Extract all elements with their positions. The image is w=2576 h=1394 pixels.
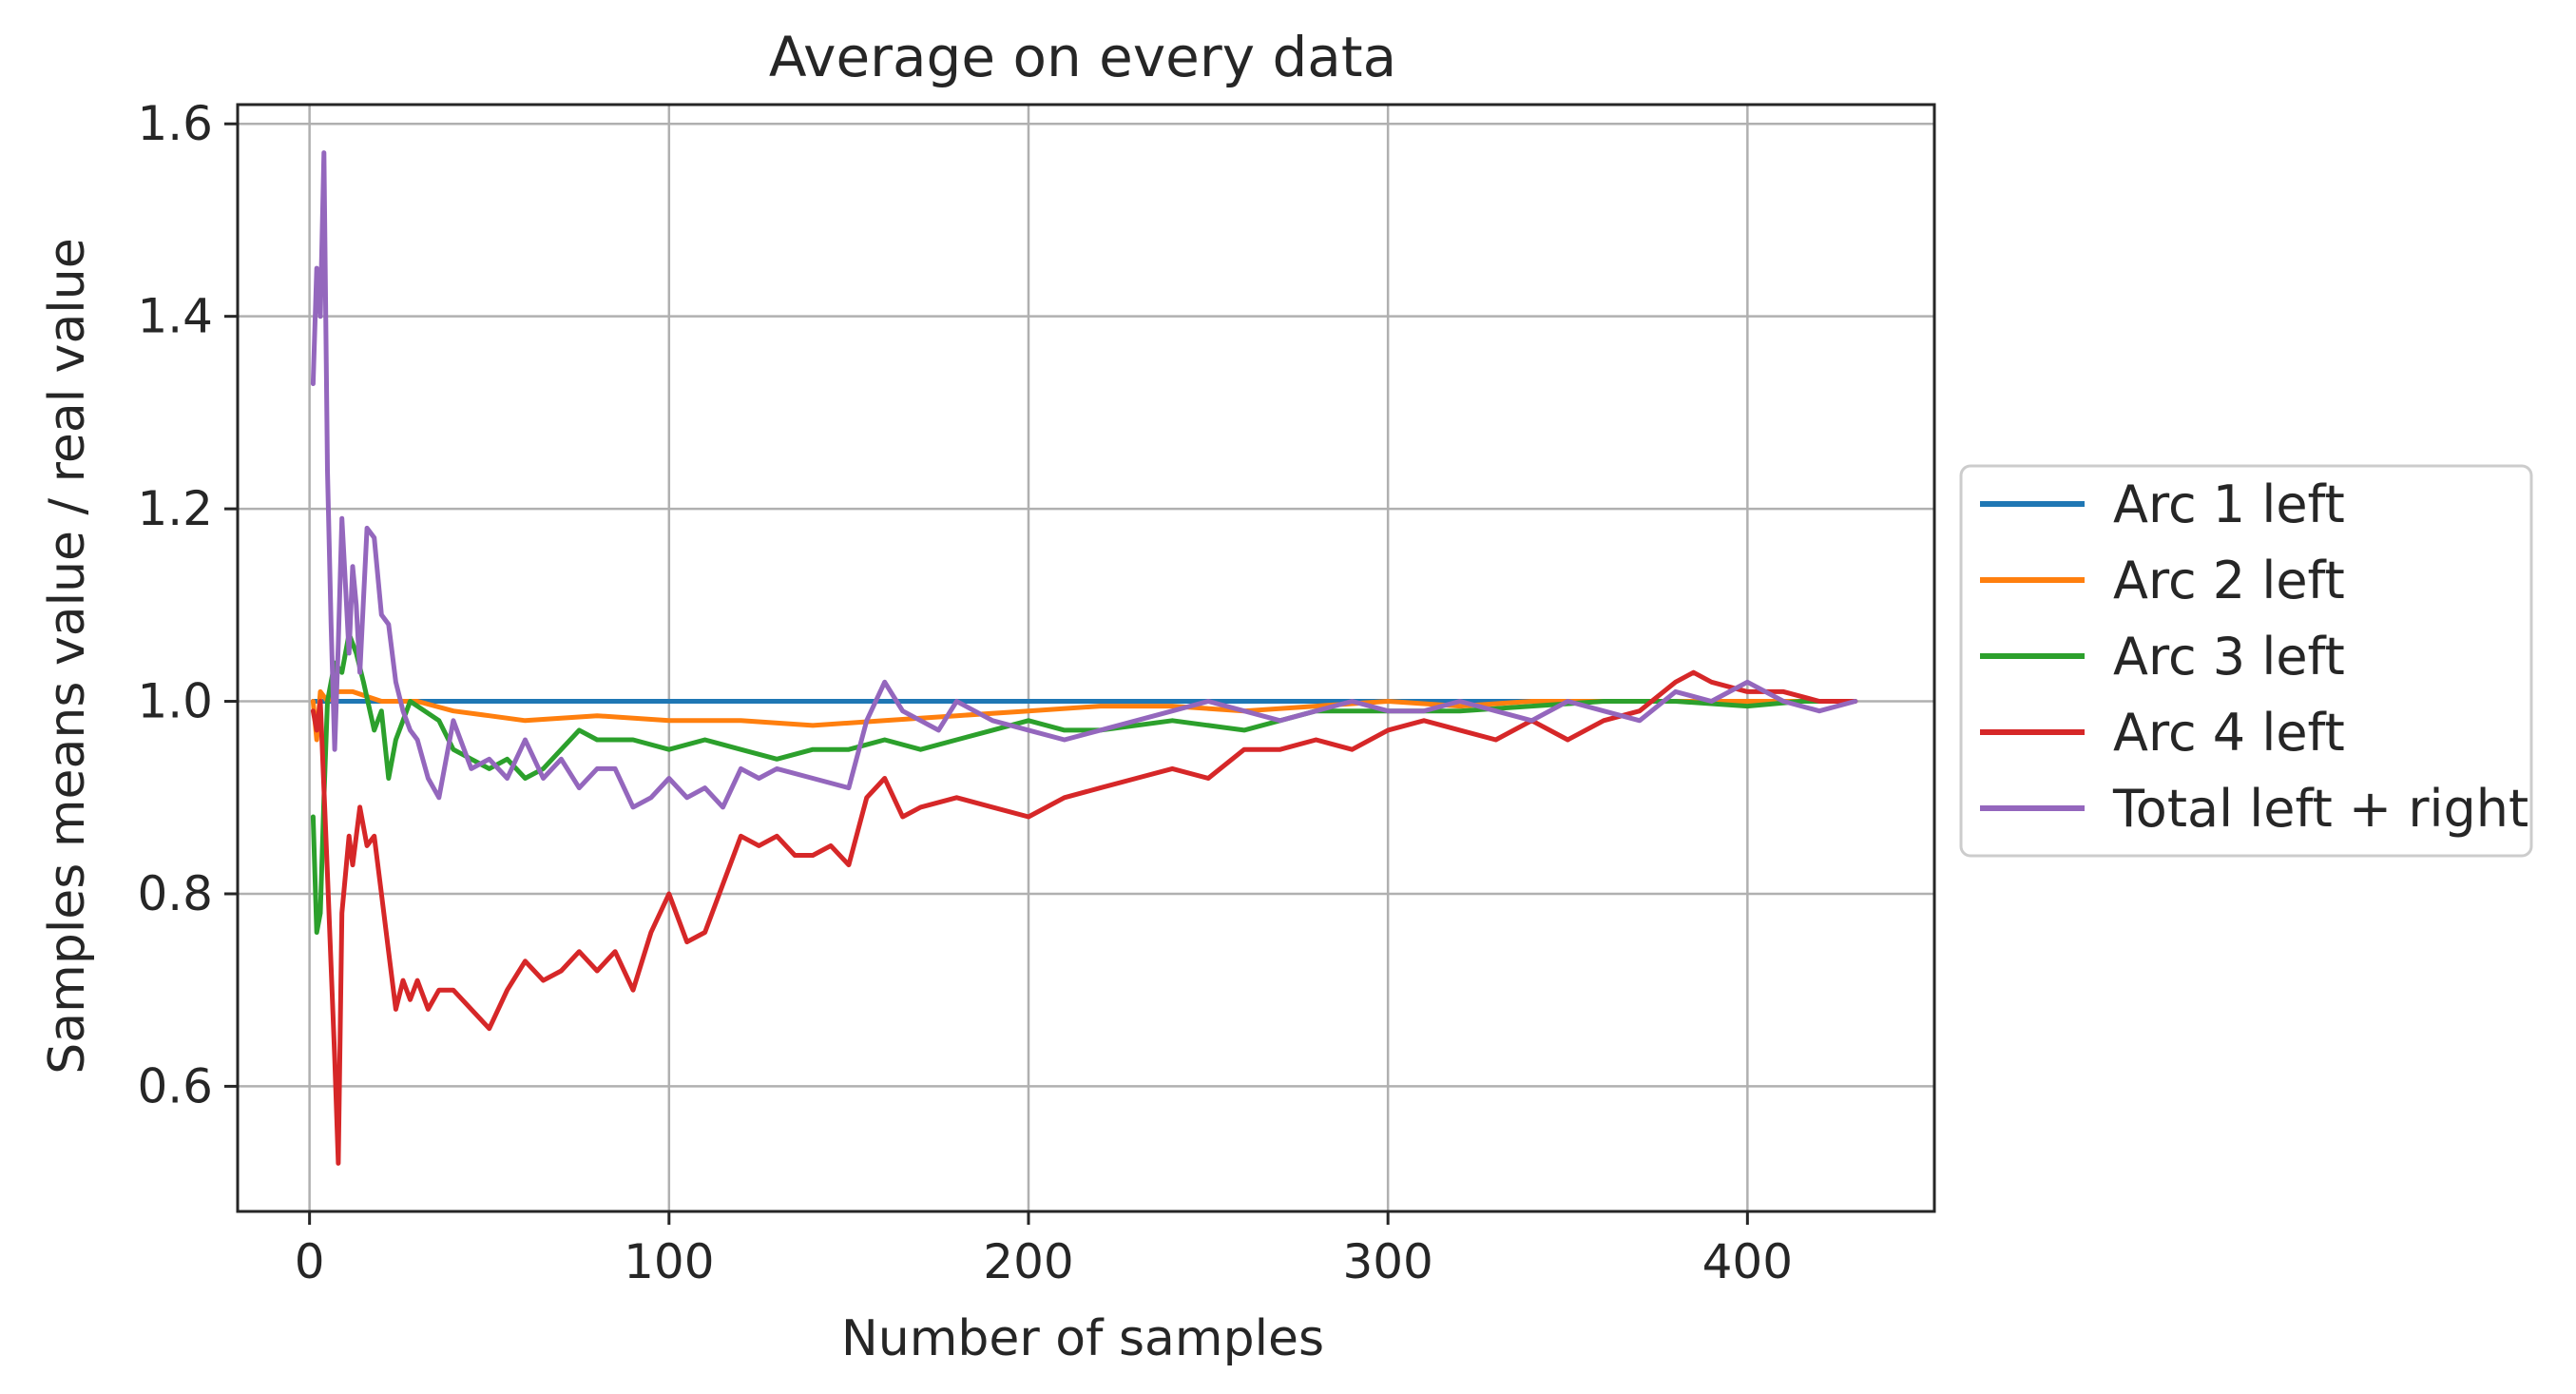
y-tick-label: 1.0: [137, 674, 213, 729]
series-line-4: [310, 669, 1858, 1166]
legend-label-2: Arc 2 left: [2113, 551, 2345, 610]
y-tick-label: 0.8: [137, 866, 213, 921]
y-tick-label: 1.6: [137, 96, 213, 151]
y-tick-label: 0.6: [137, 1058, 213, 1113]
y-axis-label: Samples means value / real value: [39, 238, 96, 1074]
legend-label-4: Arc 4 left: [2113, 703, 2345, 763]
y-tick-label: 1.2: [137, 481, 213, 536]
x-tick-label: 200: [983, 1234, 1073, 1289]
x-tick-label: 300: [1342, 1234, 1432, 1289]
legend-label-1: Arc 1 left: [2113, 474, 2345, 534]
legend-box: [1959, 464, 2533, 858]
chart-title: Average on every data: [769, 25, 1396, 89]
legend-label-3: Arc 3 left: [2113, 627, 2345, 687]
series-line-2: [310, 688, 1858, 743]
axis-ticks: 0 100 200 300 400 0.6 0.8 1.0 1.2 1.4 1.6: [137, 96, 1793, 1289]
x-tick-label: 0: [295, 1234, 325, 1289]
legend-label-5: Total left + right: [2112, 779, 2528, 839]
plot-frame: [236, 103, 1936, 1213]
series-line-5: [310, 150, 1858, 810]
y-tick-label: 1.4: [137, 289, 213, 344]
legend: Arc 1 left Arc 2 left Arc 3 left Arc 4 left…: [1959, 464, 2533, 858]
x-tick-label: 400: [1702, 1234, 1793, 1289]
x-axis-label: Number of samples: [841, 1310, 1324, 1367]
series-lines: [310, 150, 1858, 1166]
x-tick-label: 100: [624, 1234, 714, 1289]
